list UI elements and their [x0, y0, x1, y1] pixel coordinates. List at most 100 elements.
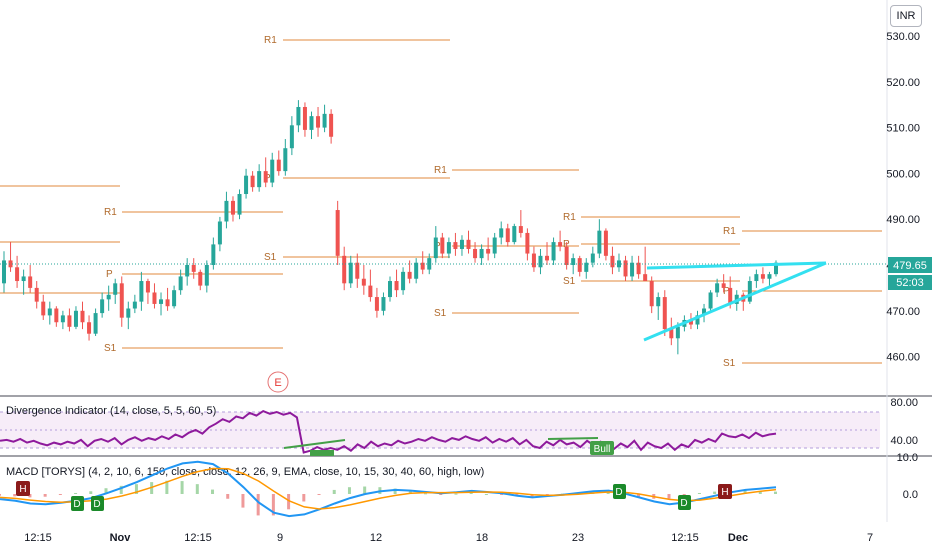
candle-body — [28, 276, 33, 288]
macd-histogram-bar — [74, 492, 78, 494]
candle-body — [702, 308, 707, 316]
macd-histogram-bar — [211, 489, 215, 494]
candle-body — [695, 315, 700, 325]
bull-label: Bull — [590, 441, 614, 455]
candle-body — [551, 242, 556, 261]
candle-body — [8, 260, 13, 268]
macd-histogram-bar — [774, 491, 777, 494]
candle-body — [237, 194, 242, 215]
macd-histogram-bar — [454, 493, 458, 495]
svg-text:H: H — [19, 484, 26, 495]
macd-d-label: D — [91, 496, 104, 511]
pivot-levels: R1 R1 P S1 P S1 R1 P S1 R1 P S1 — [0, 35, 882, 369]
bull-divergence-line — [547, 437, 599, 440]
candle-body — [531, 253, 536, 268]
divergence-title[interactable]: Divergence Indicator (14, close, 5, 5, 6… — [6, 405, 216, 417]
triangle-lower-trendline[interactable] — [643, 261, 827, 342]
candle-body — [407, 271, 412, 279]
time-axis[interactable]: 12:15 Nov 12:15 9 12 18 23 12:15 Dec 7 — [24, 532, 873, 544]
macd-histogram-bar — [241, 494, 245, 508]
candle-body — [643, 274, 648, 282]
rsi-level-40: 40.00 — [890, 435, 918, 447]
candle-body — [309, 116, 314, 130]
candle-body — [106, 294, 111, 300]
bull-divergence-line — [283, 439, 346, 449]
bull-label — [310, 450, 334, 456]
candle-body — [139, 281, 144, 302]
time-axis-label: 12 — [370, 532, 382, 544]
candle-body — [335, 210, 340, 256]
candle-body — [669, 329, 674, 339]
candle-body — [145, 281, 150, 293]
macd-histogram-bar — [104, 488, 108, 494]
candle-body — [159, 299, 164, 304]
candle-body — [15, 267, 20, 282]
macd-histogram-bar — [682, 494, 686, 496]
macd-histogram-bar — [439, 494, 443, 495]
candle-body — [67, 315, 72, 327]
macd-d-label: D — [678, 495, 691, 510]
candle-body — [41, 301, 46, 316]
candle-body — [453, 242, 458, 249]
macd-d-label: D — [613, 484, 626, 499]
candle-body — [603, 230, 608, 256]
pivot-r1-label: R1 — [434, 165, 447, 176]
triangle-upper-trendline[interactable] — [646, 261, 827, 270]
earnings-marker[interactable]: E — [267, 371, 289, 393]
rsi-level-80: 80.00 — [890, 397, 918, 409]
svg-text:Bull: Bull — [594, 444, 611, 455]
candle-body — [270, 159, 275, 183]
macd-histogram-bar — [89, 491, 93, 494]
candle-body — [466, 239, 471, 249]
svg-text:D: D — [680, 498, 687, 509]
earnings-label: E — [274, 377, 281, 389]
candle-body — [525, 232, 530, 254]
candle-body — [224, 200, 229, 222]
last-price-value: 479.65 — [893, 260, 927, 272]
macd-histogram-bar — [758, 491, 762, 494]
macd-histogram-bar — [302, 494, 306, 502]
time-axis-label: Dec — [728, 532, 748, 544]
macd-line[interactable] — [0, 460, 777, 518]
candle-body — [348, 262, 353, 284]
price-axis[interactable]: 530.00520.00510.00500.00490.00480.00470.… — [886, 31, 920, 364]
pivot-s1-label: S1 — [434, 308, 447, 319]
candle-body — [342, 255, 347, 284]
candle-body — [754, 274, 759, 282]
candle-body — [610, 255, 615, 268]
candle-body — [368, 285, 373, 298]
candle-body — [401, 271, 406, 291]
countdown-value: 52:03 — [896, 277, 924, 289]
candle-body — [172, 290, 177, 307]
candle-body — [374, 297, 379, 311]
candle-body — [211, 244, 216, 265]
macd-level-10: 10.0 — [897, 452, 918, 464]
candle-body — [283, 148, 288, 172]
candle-body — [558, 242, 563, 247]
candle-body — [767, 274, 772, 279]
candle-body — [459, 239, 464, 249]
price-axis-label: 470.00 — [886, 306, 920, 318]
candle-body — [708, 292, 713, 309]
macd-title[interactable]: MACD [TORYS] (4, 2, 10, 6, 150, close, c… — [6, 466, 484, 478]
candle-body — [584, 262, 589, 272]
macd-histogram-bar — [424, 493, 428, 495]
candle-body — [760, 274, 765, 279]
candle-body — [636, 262, 641, 275]
macd-histogram-bar — [332, 489, 336, 494]
pivot-r1-label: R1 — [104, 207, 117, 218]
candle-body — [257, 171, 262, 188]
candlestick-series[interactable] — [2, 100, 778, 355]
candle-body — [198, 271, 203, 286]
macd-histogram-bar — [256, 494, 260, 516]
candle-body — [250, 175, 255, 188]
rsi-line[interactable] — [0, 409, 777, 454]
candle-body — [662, 297, 667, 330]
candle-body — [361, 278, 366, 286]
currency-badge[interactable]: INR — [890, 5, 922, 27]
macd-signal-line[interactable] — [0, 467, 777, 510]
macd-histogram-bar — [697, 492, 701, 494]
price-axis-label: 500.00 — [886, 168, 920, 180]
